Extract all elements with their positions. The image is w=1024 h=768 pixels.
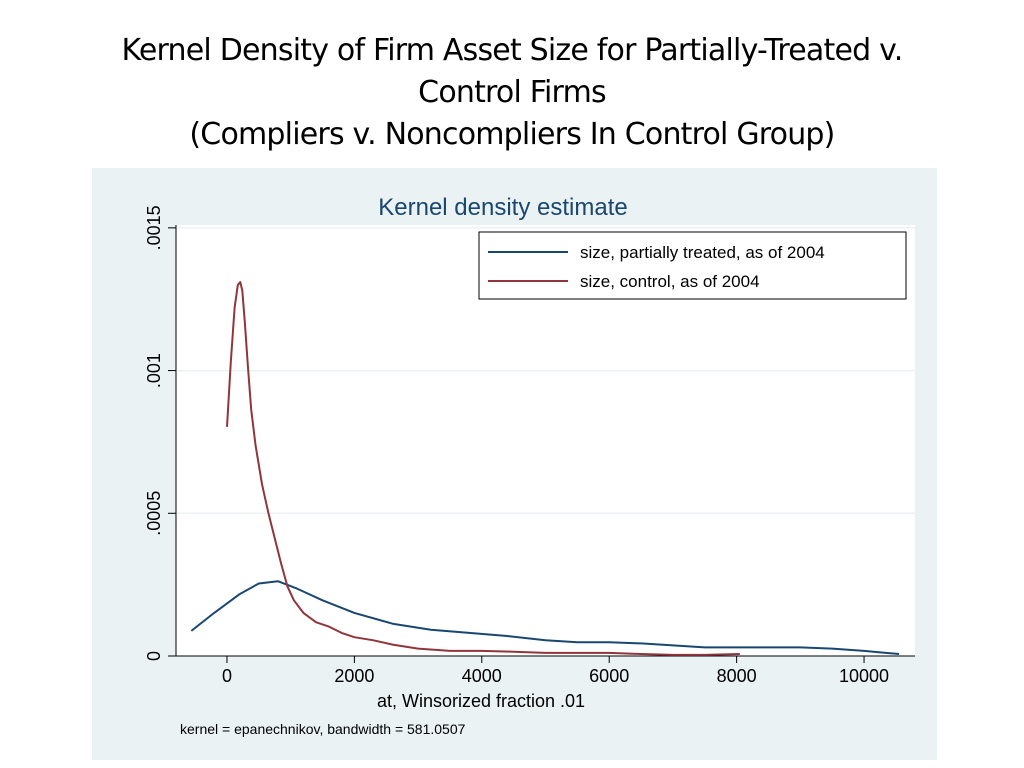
- x-tick-label: 4000: [462, 666, 502, 686]
- chart-frame: 0 .0005 .001 .0015 0 2000 4000 6000 8000 10000 Ke…: [92, 168, 937, 760]
- x-tick-label: 10000: [839, 666, 889, 686]
- y-tick-label: .0005: [144, 491, 164, 536]
- slide-title: Kernel Density of Firm Asset Size for Pa…: [60, 30, 964, 156]
- slide-title-line-3: (Compliers v. Noncompliers In Control Gr…: [189, 117, 835, 152]
- kde-chart: 0 .0005 .001 .0015 0 2000 4000 6000 8000 10000 Ke…: [144, 194, 915, 737]
- slide-title-line-1: Kernel Density of Firm Asset Size for Pa…: [121, 33, 904, 68]
- legend-label-partially-treated: size, partially treated, as of 2004: [580, 243, 825, 262]
- x-tick-label: 2000: [334, 666, 374, 686]
- grid-lines: [177, 227, 915, 515]
- y-tick-label: .0015: [144, 205, 164, 250]
- chart-title: Kernel density estimate: [378, 194, 627, 221]
- legend-box: [478, 231, 907, 300]
- y-tick-label: 0: [144, 651, 164, 661]
- series-line-partially-treated: [190, 580, 900, 655]
- legend-label-control: size, control, as of 2004: [580, 272, 760, 291]
- y-tick-label: .001: [144, 353, 164, 388]
- x-axis-label: at, Winsorized fraction .01: [377, 691, 585, 711]
- x-tick-label: 6000: [589, 666, 629, 686]
- axis-ticks: 0 .0005 .001 .0015 0 2000 4000 6000 8000 10000: [144, 205, 889, 686]
- x-tick-label: 8000: [717, 666, 757, 686]
- legend: size, partially treated, as of 2004 size…: [478, 231, 907, 300]
- slide-title-line-2: Control Firms: [418, 75, 606, 110]
- series-lines: [190, 281, 900, 656]
- x-tick-label: 0: [222, 666, 232, 686]
- series-line-control: [226, 281, 740, 656]
- chart-note: kernel = epanechnikov, bandwidth = 581.0…: [180, 721, 466, 737]
